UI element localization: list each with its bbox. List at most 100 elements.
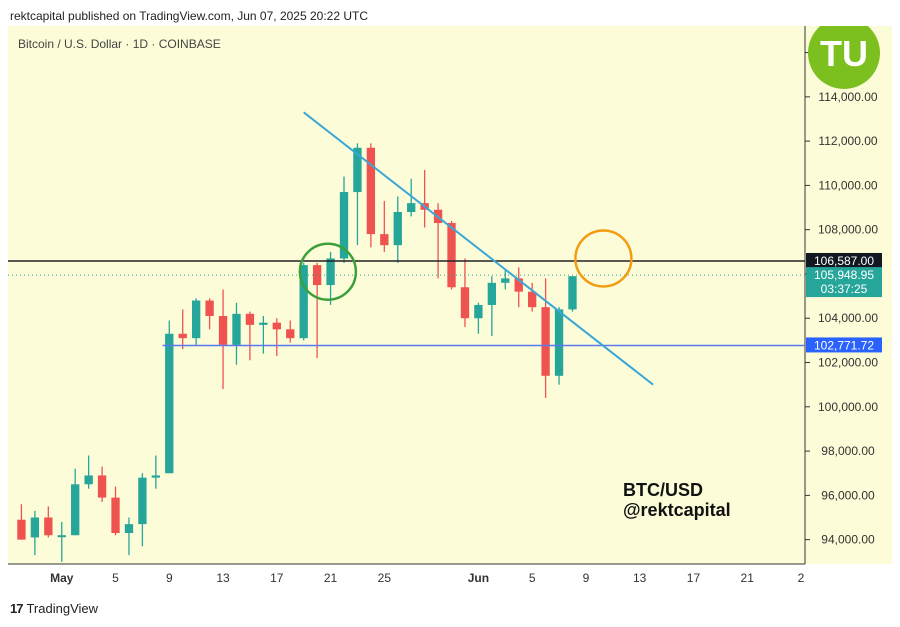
bearish-candle	[460, 258, 470, 328]
bearish-candle	[527, 282, 537, 312]
bearish-candle	[447, 220, 456, 290]
candle-body	[380, 234, 389, 246]
bearish-candle	[272, 318, 281, 356]
bullish-candle	[124, 517, 134, 556]
candle-body	[57, 535, 66, 538]
bullish-candle	[299, 262, 308, 341]
time-tick-label: May	[50, 571, 74, 585]
candle-body	[393, 211, 402, 246]
candle-body	[124, 524, 134, 534]
time-tick-label: Jun	[468, 571, 489, 585]
time-tick-label: 5	[112, 571, 119, 585]
bearish-candle	[97, 466, 107, 503]
candle-body	[218, 316, 228, 345]
chart-title: Bitcoin / U.S. Dollar · 1D · COINBASE	[18, 37, 221, 51]
chart-area[interactable]: 94,000.00 96,000.00 98,000.00 100,000.00 102…	[8, 17, 892, 594]
candle-body	[487, 282, 497, 305]
time-tick-label: 9	[583, 571, 590, 585]
orange-highlight-circle	[574, 229, 633, 288]
price-tick-label: 100,000.00	[818, 400, 878, 414]
tu-logo: TU	[808, 17, 880, 89]
time-tick-label: 21	[741, 571, 755, 585]
candle-body	[407, 203, 416, 212]
time-tick-label: 9	[166, 571, 173, 585]
candle-body	[165, 333, 174, 474]
annotation-pair: BTC/USD	[623, 480, 703, 500]
candle-body	[205, 300, 214, 317]
candle-body	[71, 484, 80, 536]
resistance-price-badge: 106,587.00	[806, 252, 882, 268]
candles	[17, 143, 577, 562]
candle-body	[84, 475, 93, 485]
bullish-candle	[568, 276, 577, 312]
bullish-candle	[84, 455, 93, 489]
support-price-badge-box	[806, 337, 882, 353]
bullish-candle	[474, 302, 483, 334]
bullish-candle	[165, 320, 174, 474]
price-tick-label: 104,000.00	[818, 311, 878, 325]
price-tick-label: 102,000.00	[818, 356, 878, 370]
candle-body	[151, 475, 161, 478]
candle-body	[97, 475, 107, 498]
horizontal-levels	[8, 260, 805, 347]
bullish-candle	[487, 276, 497, 336]
candle-body	[353, 147, 362, 193]
candle-body	[554, 309, 564, 376]
candle-body	[447, 223, 456, 288]
price-tick-label: 114,000.00	[818, 90, 877, 104]
current-price-badge-box	[806, 267, 882, 298]
candle-body	[568, 276, 577, 310]
candle-body	[312, 265, 322, 286]
candle-body	[30, 517, 40, 538]
green-highlight-circle	[298, 242, 358, 302]
candle-body	[339, 192, 349, 259]
bullish-candle	[393, 196, 402, 263]
resistance-price-badge-label: 106,587.00	[814, 254, 874, 268]
bearish-candle	[44, 506, 53, 538]
bearish-candle	[286, 320, 295, 343]
plot-background	[8, 26, 805, 564]
bullish-candle	[259, 316, 268, 354]
candle-body	[44, 517, 53, 536]
bearish-candle	[17, 504, 26, 540]
price-tick-label: 96,000.00	[821, 488, 875, 502]
candle-body	[541, 307, 550, 376]
highlight-circles	[298, 229, 633, 302]
bullish-candle	[232, 302, 241, 365]
candle-body	[138, 477, 147, 525]
support-price-badge-label: 102,771.72	[814, 338, 874, 352]
time-tick-label: 13	[633, 571, 647, 585]
price-tick-label: 108,000.00	[818, 223, 878, 237]
time-tick-label: 17	[687, 571, 701, 585]
bullish-candle	[30, 510, 40, 556]
current-price-badge-countdown: 03:37:25	[821, 282, 868, 296]
candle-body	[259, 322, 268, 325]
time-tick-label: 17	[270, 571, 284, 585]
bearish-candle	[178, 309, 187, 350]
descending-trendline	[303, 111, 654, 386]
candle-body	[460, 287, 470, 319]
bullish-candle	[191, 298, 201, 345]
bullish-candle	[138, 473, 147, 547]
candle-body	[17, 519, 26, 540]
bearish-candle	[245, 311, 255, 361]
price-tick-label: 112,000.00	[818, 134, 877, 148]
candle-body	[474, 304, 483, 319]
tradingview-logo-icon: 17	[10, 601, 24, 616]
bearish-candle	[312, 262, 322, 359]
candle-body	[501, 278, 510, 283]
candle-body	[366, 147, 376, 235]
candle-body	[191, 300, 201, 339]
tradingview-footer[interactable]: 17 TradingView	[10, 601, 98, 616]
annotation-handle: @rektcapital	[623, 500, 731, 520]
time-tick-label: 5	[529, 571, 536, 585]
candle-body	[527, 291, 537, 308]
bullish-candle	[501, 269, 510, 290]
candlestick-chart[interactable]: 94,000.00 96,000.00 98,000.00 100,000.00 102…	[8, 17, 892, 594]
bullish-candle	[407, 178, 416, 217]
bearish-candle	[380, 200, 389, 252]
candle-body	[272, 322, 281, 330]
time-tick-label: 25	[378, 571, 392, 585]
bullish-candle	[57, 521, 66, 562]
